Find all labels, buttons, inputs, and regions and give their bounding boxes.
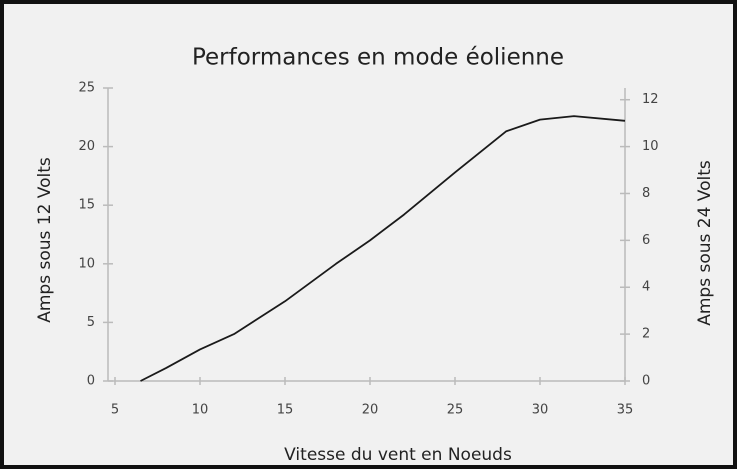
x-tick-label: 10 bbox=[192, 403, 209, 418]
chart-title: Performances en mode éolienne bbox=[192, 45, 564, 71]
x-tick-label: 25 bbox=[447, 403, 464, 418]
y-tick-label: 10 bbox=[78, 256, 95, 271]
y2-tick-label: 4 bbox=[642, 280, 650, 295]
x-tick-label: 5 bbox=[111, 403, 119, 418]
y-tick-label: 5 bbox=[87, 315, 95, 330]
x-tick-label: 35 bbox=[617, 403, 634, 418]
y2-tick-label: 12 bbox=[642, 92, 659, 107]
y2-tick-label: 10 bbox=[642, 139, 659, 154]
y2-tick-label: 8 bbox=[642, 186, 650, 201]
x-axis-label: Vitesse du vent en Noeuds bbox=[284, 445, 512, 465]
x-tick-label: 30 bbox=[532, 403, 549, 418]
y-axis-label: Amps sous 12 Volts bbox=[35, 157, 55, 323]
y2-tick-label: 0 bbox=[642, 374, 650, 389]
y-tick-label: 25 bbox=[78, 81, 95, 96]
y2-axis-label: Amps sous 24 Volts bbox=[695, 160, 715, 326]
y2-tick-label: 2 bbox=[642, 327, 650, 342]
line bbox=[140, 115, 626, 382]
x-tick-label: 20 bbox=[362, 403, 379, 418]
y-tick-label: 0 bbox=[87, 374, 95, 389]
y-tick-label: 20 bbox=[78, 139, 95, 154]
y-tick-label: 15 bbox=[78, 198, 95, 213]
x-tick-label: 15 bbox=[277, 403, 294, 418]
y2-tick-label: 6 bbox=[642, 233, 650, 248]
